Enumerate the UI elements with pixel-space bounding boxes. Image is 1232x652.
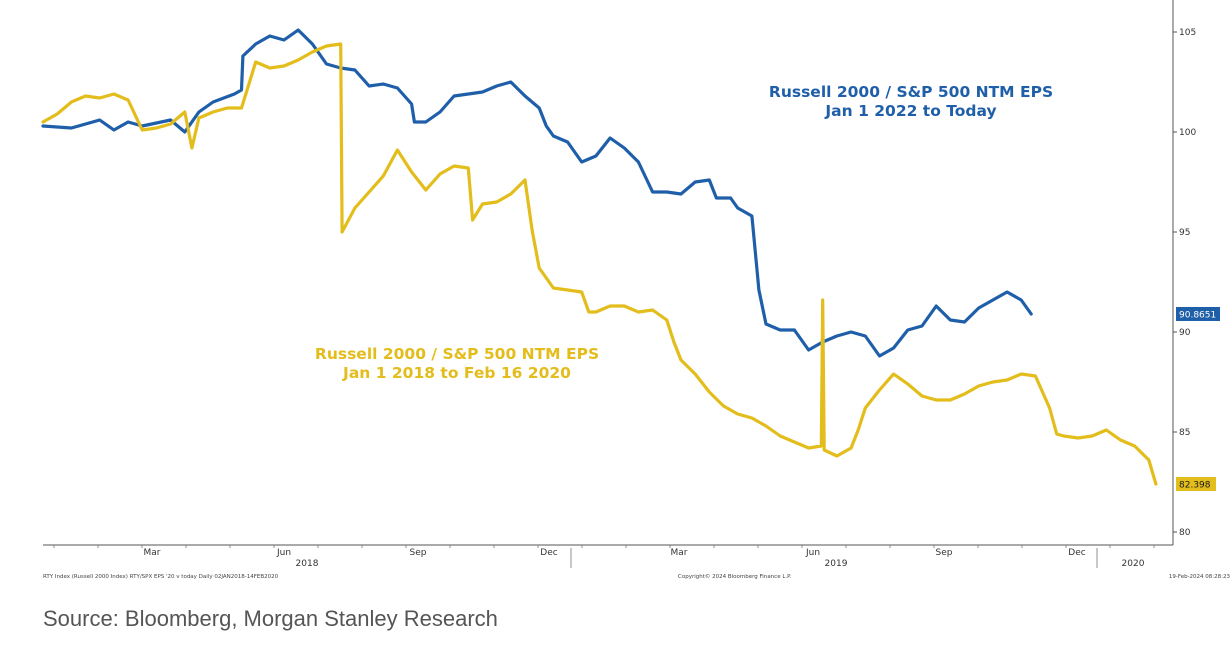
footer-right-text: 19-Feb-2024 08:28:23 <box>1169 574 1231 580</box>
x-tick-label: Sep <box>410 548 427 558</box>
footer-left-text: RTY Index (Russell 2000 Index) RTY/SPX E… <box>43 574 279 580</box>
x-year-label: 2019 <box>825 559 848 569</box>
y-tick-label: 90 <box>1179 328 1191 338</box>
last-value-label: 90.8651 <box>1179 311 1216 321</box>
x-tick-label: Dec <box>1068 548 1085 558</box>
y-tick-label: 100 <box>1179 128 1196 138</box>
source-caption: Source: Bloomberg, Morgan Stanley Resear… <box>43 606 498 631</box>
x-year-label: 2018 <box>296 559 319 569</box>
x-tick-label: Jun <box>805 548 820 558</box>
y-tick-label: 105 <box>1179 28 1196 38</box>
yellow-series-annotation-line2: Jan 1 2018 to Feb 16 2020 <box>342 364 571 382</box>
series-line-yellow <box>41 42 1158 486</box>
series-layer <box>41 28 1158 486</box>
y-axis-ticks: 80 85 90 95 100 105 <box>1173 28 1196 538</box>
footer-center-text: Copyright© 2024 Bloomberg Finance L.P. <box>678 573 792 580</box>
last-value-tag-blue <box>1176 307 1220 321</box>
x-tick-label: Dec <box>540 548 557 558</box>
y-tick-label: 95 <box>1179 228 1190 238</box>
x-tick-label: Mar <box>671 548 688 558</box>
x-year-label: 2020 <box>1122 559 1145 569</box>
x-tick-label: Sep <box>936 548 953 558</box>
blue-series-annotation-line2: Jan 1 2022 to Today <box>824 102 996 120</box>
line-chart: 80 85 90 95 100 105 Mar Jun Sep Dec Mar Jun Sep Dec 2… <box>41 0 1231 580</box>
blue-series-annotation-line1: Russell 2000 / S&P 500 NTM EPS <box>769 83 1053 101</box>
last-value-tag-yellow <box>1176 477 1216 491</box>
y-tick-label: 80 <box>1179 528 1191 538</box>
last-value-label: 82.398 <box>1179 481 1211 491</box>
x-tick-label: Mar <box>144 548 161 558</box>
last-value-tags: 90.8651 82.398 <box>1176 307 1220 491</box>
x-axis-ticks: Mar Jun Sep Dec Mar Jun Sep Dec 2018 2019 2020 <box>53 545 1155 569</box>
series-line-blue <box>41 28 1033 358</box>
x-tick-label: Jun <box>276 548 291 558</box>
yellow-series-annotation-line1: Russell 2000 / S&P 500 NTM EPS <box>315 345 599 363</box>
y-tick-label: 85 <box>1179 428 1190 438</box>
